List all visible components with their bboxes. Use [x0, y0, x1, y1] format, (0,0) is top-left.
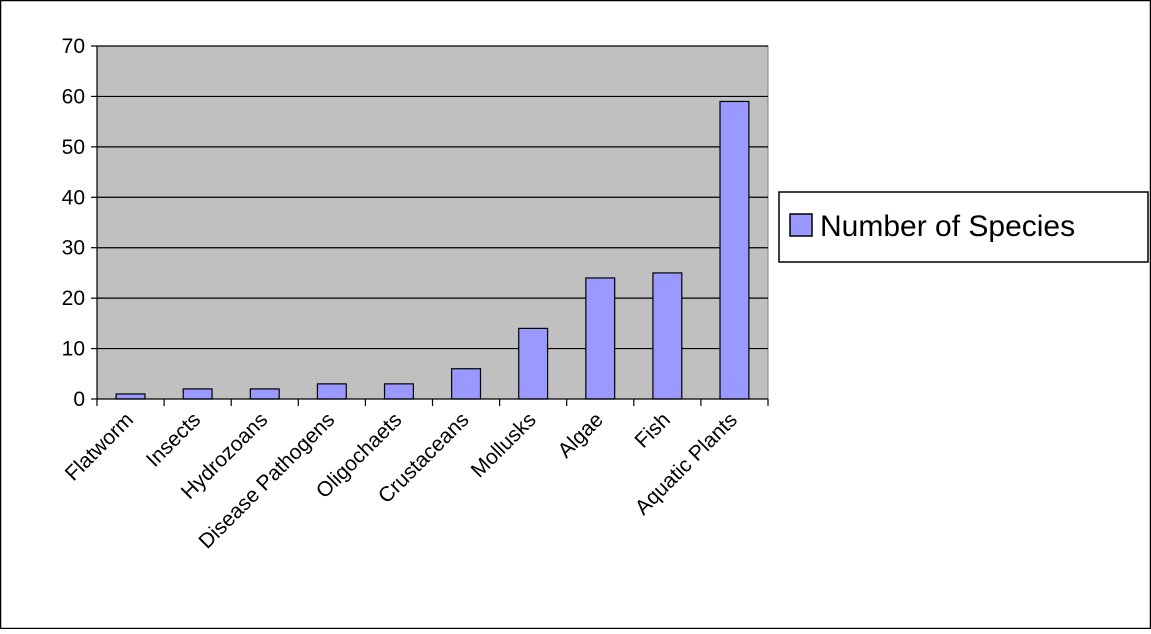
gridlines [97, 45, 768, 350]
axes [91, 45, 769, 406]
bar [316, 383, 347, 400]
legend-box [778, 191, 1149, 263]
y-tick-labels: 0 10 20 30 40 50 60 70 [62, 35, 85, 411]
bar [115, 393, 146, 400]
bar [585, 277, 616, 400]
y-tick-label: 50 [62, 136, 85, 159]
bar [652, 272, 683, 400]
legend-swatch [789, 213, 813, 237]
legend-label: Number of Species [820, 210, 1075, 243]
legend: Number of Species [778, 191, 1149, 263]
y-tick-label: 30 [62, 237, 85, 260]
y-tick-label: 60 [62, 85, 85, 108]
bar [451, 368, 482, 400]
bar [249, 388, 280, 400]
bar [518, 327, 549, 400]
y-tick-label: 40 [62, 186, 85, 209]
bar [182, 388, 213, 400]
y-tick-label: 0 [73, 388, 85, 411]
bars [115, 100, 750, 400]
bar [719, 100, 750, 400]
y-tick-label: 10 [62, 338, 85, 361]
bar [383, 383, 414, 400]
y-tick-label: 70 [62, 35, 85, 58]
y-tick-label: 20 [62, 287, 85, 310]
